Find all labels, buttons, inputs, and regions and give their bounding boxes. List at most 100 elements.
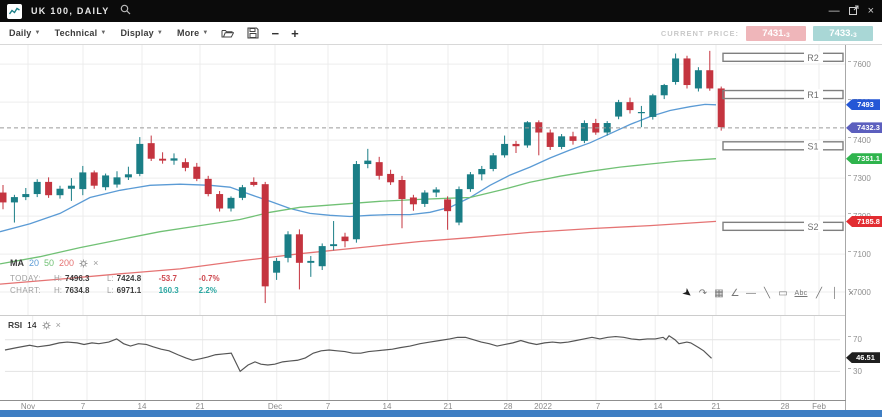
candle-body — [455, 189, 463, 223]
candle-body — [136, 143, 144, 174]
rsi-remove-icon[interactable]: × — [55, 320, 61, 330]
candle-body — [250, 181, 258, 185]
chevron-down-icon: ▼ — [34, 30, 41, 36]
minimize-button[interactable]: — — [828, 5, 840, 17]
candle-body — [330, 244, 338, 247]
candle-body — [159, 158, 167, 161]
candle-body — [216, 194, 224, 209]
candle-body — [387, 173, 395, 183]
vertical-line-tool[interactable]: │ — [831, 288, 839, 299]
diagonal-line-tool[interactable]: ╱ — [815, 288, 823, 299]
level-label-bg — [804, 51, 823, 63]
chevron-down-icon: ▼ — [156, 30, 164, 36]
drawing-toolbar: ➤ ↷ ▦ ∠ — ╲ ▭ Abc ╱ │ × — [680, 286, 856, 301]
grid-tool[interactable]: ▦ — [714, 288, 724, 299]
candle-body — [558, 136, 566, 147]
candle-body — [170, 158, 178, 161]
popout-button[interactable] — [848, 5, 859, 17]
candle-body — [67, 185, 75, 189]
candle-body — [546, 132, 554, 147]
rsi-chart[interactable] — [0, 315, 845, 400]
candle-body — [352, 164, 360, 240]
candle-body — [637, 112, 645, 114]
open-folder-icon[interactable] — [221, 28, 235, 39]
text-tool[interactable]: Abc — [794, 290, 808, 297]
current-price-badge: 7432.3 — [846, 122, 882, 134]
menu-technical[interactable]: Technical ▼ — [54, 28, 107, 38]
time-tick-Dec: Dec — [267, 402, 283, 411]
chart-toolbar: Daily ▼ Technical ▼ Display ▼ More ▼ − + CUR… — [0, 22, 882, 45]
remove-drawings-tool[interactable]: × — [848, 288, 854, 299]
freehand-tool[interactable]: ↷ — [698, 288, 708, 299]
horizontal-line-tool[interactable]: — — [746, 288, 756, 299]
candle-body — [227, 197, 235, 209]
ma200-period-label: 200 — [59, 258, 75, 268]
rsi-legend: RSI 14 × — [8, 320, 61, 330]
rsi-settings-gear-icon[interactable] — [42, 321, 51, 330]
candle-body — [489, 155, 497, 169]
ma20-line — [0, 103, 717, 233]
time-tick-Nov: Nov — [20, 402, 36, 411]
candle-body — [615, 102, 623, 117]
candle-body — [535, 122, 543, 133]
instrument-title: UK 100, DAILY — [31, 6, 110, 16]
time-tick-7: 7 — [80, 402, 86, 411]
rsi-tick-70: 70 — [848, 335, 862, 344]
ma-settings-gear-icon[interactable] — [79, 259, 88, 268]
menu-daily[interactable]: Daily ▼ — [9, 28, 41, 38]
time-tick-14: 14 — [137, 402, 147, 411]
candle-body — [90, 172, 98, 186]
today-stats-row: TODAY: H: 7496.3 L: 7424.8 -53.7 -0.7% — [10, 274, 220, 283]
candle-body — [284, 234, 292, 258]
candle-body — [421, 192, 429, 204]
cursor-tool[interactable]: ➤ — [680, 286, 694, 301]
candle-body — [478, 168, 486, 175]
candle-body — [523, 122, 531, 146]
level-label-S1: S1 — [807, 141, 818, 151]
time-tick-28: 28 — [503, 402, 513, 411]
buy-price-button[interactable]: 7433.3 — [813, 25, 873, 41]
menu-display[interactable]: Display ▼ — [120, 28, 164, 38]
app-logo-icon — [7, 3, 22, 19]
main-price-chart[interactable]: R2 R1 S1 S2 — [0, 45, 845, 315]
ma-legend: MA 20 50 200 × — [10, 258, 99, 268]
candle-body — [444, 199, 452, 212]
candle-body — [717, 88, 725, 128]
candle-body — [649, 95, 657, 117]
candle-body — [432, 189, 440, 193]
candle-body — [0, 192, 7, 203]
ma50-line — [0, 158, 717, 265]
fibonacci-tool[interactable]: ∠ — [730, 288, 740, 299]
menu-more[interactable]: More ▼ — [177, 28, 209, 38]
chart-stats-row: CHART: H: 7634.8 L: 6971.1 160.3 2.2% — [10, 286, 217, 295]
level-label-bg — [804, 89, 823, 101]
search-icon[interactable] — [120, 2, 131, 20]
time-tick-7: 7 — [325, 402, 331, 411]
rectangle-tool[interactable]: ▭ — [778, 288, 788, 299]
candle-body — [147, 143, 155, 159]
zoom-out-button[interactable]: − — [271, 25, 280, 41]
time-tick-21: 21 — [711, 402, 721, 411]
time-tick-7: 7 — [595, 402, 601, 411]
level-box-R2 — [722, 52, 844, 63]
candle-body — [79, 172, 87, 190]
zoom-in-button[interactable]: + — [291, 25, 299, 41]
rsi-tick-30: 30 — [848, 367, 862, 376]
candle-body — [273, 260, 281, 273]
trendline-tool[interactable]: ╲ — [763, 288, 771, 299]
candle-body — [466, 174, 474, 190]
ma-remove-icon[interactable]: × — [93, 258, 99, 268]
save-icon[interactable] — [247, 27, 260, 39]
candle-body — [364, 160, 372, 165]
candle-body — [238, 187, 246, 198]
candle-body — [569, 136, 577, 141]
sell-price-button[interactable]: 7431.3 — [746, 25, 806, 41]
level-label-R2: R2 — [807, 53, 819, 63]
candle-body — [56, 188, 64, 196]
time-axis-line — [0, 400, 846, 401]
level-box-S1 — [722, 141, 844, 151]
close-button[interactable]: × — [867, 5, 874, 17]
level-label-S2: S2 — [807, 222, 818, 232]
